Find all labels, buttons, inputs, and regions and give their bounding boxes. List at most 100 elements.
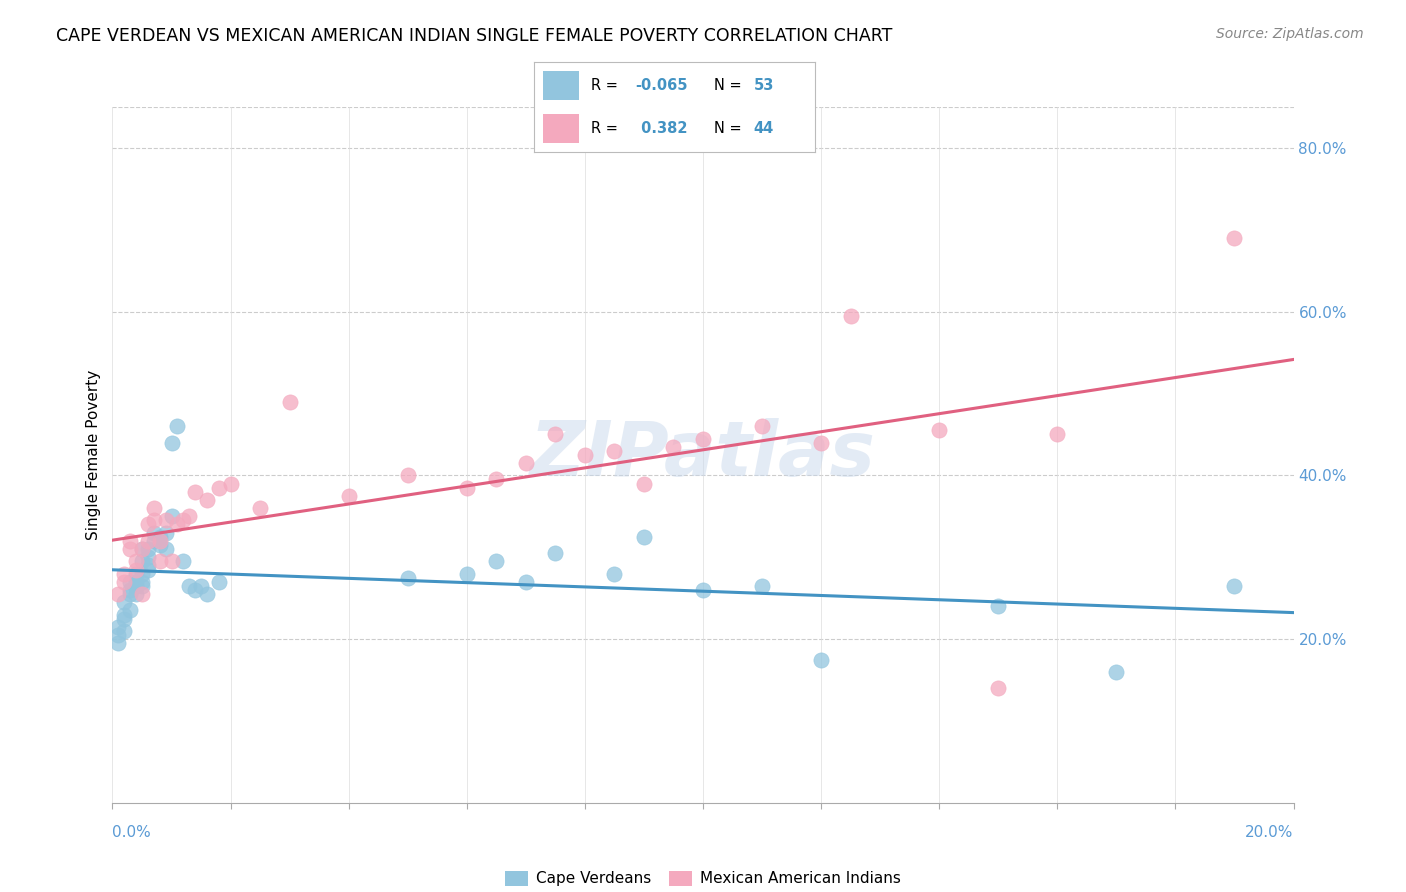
Point: [131, 587, 153, 601]
Point: [149, 554, 172, 568]
Point: [166, 517, 188, 532]
Point: [112, 607, 135, 622]
Point: [125, 566, 148, 581]
Point: [160, 554, 183, 568]
Point: [107, 620, 129, 634]
Point: [131, 542, 153, 557]
Point: [396, 468, 419, 483]
Point: [195, 492, 218, 507]
Point: [125, 562, 148, 576]
Point: [131, 542, 153, 557]
Point: [603, 443, 626, 458]
Point: [120, 542, 142, 557]
Point: [107, 587, 129, 601]
Point: [142, 525, 165, 540]
Point: [112, 612, 135, 626]
Point: [184, 484, 207, 499]
Point: [149, 538, 172, 552]
Point: [149, 533, 172, 548]
Point: [485, 473, 508, 487]
Text: 20.0%: 20.0%: [1246, 825, 1294, 840]
Point: [662, 440, 685, 454]
Point: [810, 652, 832, 666]
Point: [751, 419, 773, 434]
Text: CAPE VERDEAN VS MEXICAN AMERICAN INDIAN SINGLE FEMALE POVERTY CORRELATION CHART: CAPE VERDEAN VS MEXICAN AMERICAN INDIAN …: [56, 27, 893, 45]
Point: [208, 574, 231, 589]
Point: [112, 566, 135, 581]
Point: [136, 542, 159, 557]
Point: [456, 566, 478, 581]
Point: [278, 394, 301, 409]
Point: [120, 587, 142, 601]
Point: [515, 456, 537, 470]
Point: [633, 476, 655, 491]
Text: ZIPatlas: ZIPatlas: [530, 418, 876, 491]
Point: [155, 525, 177, 540]
Point: [125, 587, 148, 601]
Point: [987, 599, 1010, 614]
Point: [120, 533, 142, 548]
Point: [107, 636, 129, 650]
Y-axis label: Single Female Poverty: Single Female Poverty: [86, 370, 101, 540]
Point: [136, 533, 159, 548]
Point: [195, 587, 218, 601]
Point: [112, 624, 135, 638]
Point: [131, 554, 153, 568]
Point: [184, 582, 207, 597]
Point: [810, 435, 832, 450]
Point: [633, 530, 655, 544]
Point: [172, 513, 194, 527]
Bar: [543, 71, 579, 100]
Point: [337, 489, 360, 503]
Point: [120, 574, 142, 589]
Point: [839, 309, 862, 323]
Text: 53: 53: [754, 78, 773, 93]
Point: [125, 554, 148, 568]
Text: R =: R =: [591, 78, 621, 93]
Text: 0.0%: 0.0%: [112, 825, 152, 840]
Text: -0.065: -0.065: [636, 78, 688, 93]
Point: [136, 558, 159, 573]
Point: [120, 582, 142, 597]
Point: [179, 579, 201, 593]
Point: [1223, 231, 1246, 245]
Point: [136, 517, 159, 532]
Text: N =: N =: [714, 121, 747, 136]
Bar: [543, 114, 579, 143]
Point: [456, 481, 478, 495]
Text: R =: R =: [591, 121, 621, 136]
Point: [190, 579, 212, 593]
Point: [136, 562, 159, 576]
Legend: Cape Verdeans, Mexican American Indians: Cape Verdeans, Mexican American Indians: [499, 865, 907, 892]
Point: [149, 530, 172, 544]
Point: [142, 533, 165, 548]
Point: [107, 628, 129, 642]
Point: [219, 476, 242, 491]
Point: [692, 582, 714, 597]
Point: [987, 681, 1010, 696]
Text: 44: 44: [754, 121, 773, 136]
Point: [125, 579, 148, 593]
Point: [131, 574, 153, 589]
Point: [142, 501, 165, 516]
Point: [544, 427, 567, 442]
Point: [125, 579, 148, 593]
Point: [1105, 665, 1128, 679]
Text: Source: ZipAtlas.com: Source: ZipAtlas.com: [1216, 27, 1364, 41]
Point: [544, 546, 567, 560]
Point: [172, 554, 194, 568]
Point: [692, 432, 714, 446]
Point: [928, 423, 950, 437]
Point: [249, 501, 271, 516]
Point: [1046, 427, 1069, 442]
Point: [112, 595, 135, 609]
Point: [603, 566, 626, 581]
Text: 0.382: 0.382: [636, 121, 688, 136]
Point: [131, 566, 153, 581]
Point: [120, 603, 142, 617]
Point: [751, 579, 773, 593]
Point: [131, 579, 153, 593]
Point: [166, 419, 188, 434]
Text: N =: N =: [714, 78, 747, 93]
Point: [1223, 579, 1246, 593]
